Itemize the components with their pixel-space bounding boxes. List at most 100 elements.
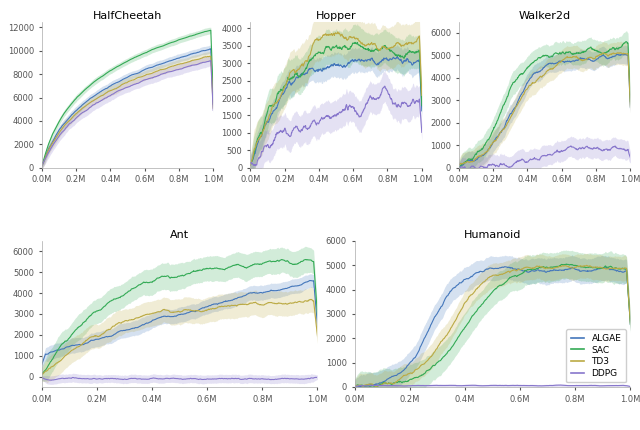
SAC bbox=[557, 51, 565, 56]
SAC bbox=[500, 281, 508, 286]
DDPG bbox=[188, 376, 195, 381]
ALGAE bbox=[538, 68, 545, 73]
ALGAE bbox=[536, 68, 544, 74]
ALGAE bbox=[264, 289, 271, 294]
SAC bbox=[563, 261, 570, 267]
ALGAE bbox=[209, 102, 217, 107]
SAC bbox=[187, 270, 195, 275]
DDPG bbox=[205, 58, 213, 64]
DDPG bbox=[627, 155, 634, 160]
Title: Humanoid: Humanoid bbox=[464, 230, 521, 240]
ALGAE bbox=[414, 58, 422, 63]
DDPG bbox=[482, 383, 490, 388]
TD3 bbox=[140, 73, 148, 78]
SAC bbox=[202, 266, 210, 271]
DDPG bbox=[207, 58, 214, 63]
SAC bbox=[131, 55, 138, 60]
SAC bbox=[455, 164, 463, 169]
DDPG bbox=[48, 378, 56, 383]
SAC bbox=[596, 49, 604, 55]
Line: DDPG: DDPG bbox=[42, 377, 317, 380]
DDPG bbox=[120, 86, 128, 91]
SAC bbox=[38, 372, 45, 377]
SAC bbox=[548, 54, 556, 59]
TD3 bbox=[627, 321, 634, 326]
ALGAE bbox=[613, 52, 621, 57]
Title: Hopper: Hopper bbox=[316, 11, 356, 21]
DDPG bbox=[171, 376, 179, 381]
TD3 bbox=[596, 52, 604, 58]
Line: ALGAE: ALGAE bbox=[42, 49, 213, 166]
SAC bbox=[351, 40, 359, 45]
SAC bbox=[308, 258, 316, 263]
ALGAE bbox=[339, 64, 347, 69]
SAC bbox=[120, 60, 128, 65]
ALGAE bbox=[202, 304, 210, 310]
TD3 bbox=[621, 265, 628, 270]
ALGAE bbox=[483, 267, 491, 272]
DDPG bbox=[351, 384, 358, 389]
Line: DDPG: DDPG bbox=[42, 61, 213, 166]
Line: SAC: SAC bbox=[355, 264, 630, 387]
TD3 bbox=[483, 277, 490, 283]
DDPG bbox=[329, 114, 337, 119]
DDPG bbox=[627, 384, 634, 389]
ALGAE bbox=[329, 63, 337, 68]
TD3 bbox=[372, 384, 380, 389]
ALGAE bbox=[119, 77, 127, 82]
Title: HalfCheetah: HalfCheetah bbox=[93, 11, 162, 21]
DDPG bbox=[463, 167, 471, 172]
SAC bbox=[368, 385, 376, 390]
TD3 bbox=[500, 271, 508, 276]
DDPG bbox=[381, 83, 388, 89]
Line: SAC: SAC bbox=[459, 42, 630, 167]
Line: SAC: SAC bbox=[250, 42, 422, 166]
ALGAE bbox=[169, 314, 177, 319]
TD3 bbox=[119, 82, 127, 87]
SAC bbox=[339, 44, 347, 49]
SAC bbox=[329, 45, 337, 50]
TD3 bbox=[207, 54, 214, 59]
SAC bbox=[314, 313, 321, 318]
DDPG bbox=[388, 96, 396, 101]
ALGAE bbox=[627, 105, 634, 110]
TD3 bbox=[209, 106, 217, 111]
DDPG bbox=[500, 383, 508, 388]
Line: ALGAE: ALGAE bbox=[355, 267, 630, 387]
DDPG bbox=[340, 108, 348, 113]
ALGAE bbox=[418, 108, 426, 114]
ALGAE bbox=[38, 362, 45, 368]
DDPG bbox=[418, 130, 426, 135]
DDPG bbox=[556, 383, 564, 388]
DDPG bbox=[577, 383, 585, 388]
SAC bbox=[38, 163, 45, 168]
TD3 bbox=[264, 300, 271, 305]
ALGAE bbox=[179, 54, 186, 59]
ALGAE bbox=[205, 47, 213, 52]
ALGAE bbox=[501, 264, 509, 269]
Title: Ant: Ant bbox=[170, 230, 189, 240]
DDPG bbox=[515, 383, 522, 388]
TD3 bbox=[205, 54, 213, 59]
Line: DDPG: DDPG bbox=[355, 385, 630, 387]
Title: Walker2d: Walker2d bbox=[518, 11, 571, 21]
DDPG bbox=[209, 108, 217, 113]
SAC bbox=[578, 264, 586, 269]
ALGAE bbox=[187, 309, 195, 314]
TD3 bbox=[169, 310, 177, 315]
TD3 bbox=[307, 297, 314, 302]
SAC bbox=[484, 295, 492, 300]
DDPG bbox=[548, 153, 556, 158]
SAC bbox=[537, 55, 545, 60]
Line: DDPG: DDPG bbox=[250, 86, 422, 166]
SAC bbox=[515, 272, 523, 277]
ALGAE bbox=[246, 162, 254, 167]
DDPG bbox=[328, 114, 336, 119]
TD3 bbox=[418, 93, 426, 98]
DDPG bbox=[179, 66, 186, 71]
TD3 bbox=[627, 104, 634, 109]
TD3 bbox=[187, 307, 195, 313]
ALGAE bbox=[170, 313, 178, 319]
SAC bbox=[179, 36, 186, 41]
TD3 bbox=[314, 334, 321, 339]
